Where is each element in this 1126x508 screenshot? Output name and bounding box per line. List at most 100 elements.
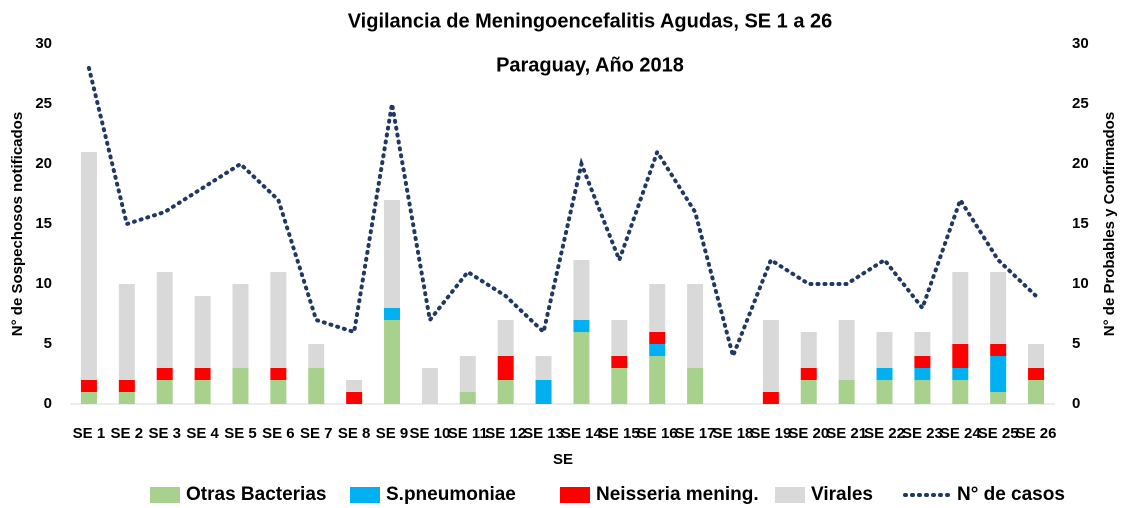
bar-segment: [649, 332, 666, 344]
legend-label: Neisseria mening.: [596, 484, 759, 505]
legend-swatch: [775, 487, 805, 503]
x-tick-label: SE 12: [485, 425, 526, 442]
y-axis-label: N° de Sospechosos notificados: [9, 112, 26, 336]
y2-tick-label: 20: [1072, 155, 1089, 172]
y2-tick-label: 0: [1072, 395, 1080, 412]
bar-segment: [118, 392, 135, 404]
legend-swatch: [350, 487, 380, 503]
bar-segment: [497, 356, 514, 380]
bar-segment: [914, 380, 931, 404]
bar-segment: [990, 392, 1007, 404]
bar-segment: [990, 272, 1007, 344]
y-tick-label: 5: [44, 335, 52, 352]
bar-segment: [876, 332, 893, 368]
bar-segment: [611, 368, 628, 404]
bar-segment: [346, 392, 363, 404]
bar-segment: [838, 380, 855, 404]
bar-segment: [194, 380, 211, 404]
bar-segment: [497, 320, 514, 356]
bar-segment: [838, 320, 855, 380]
x-tick-label: SE 4: [186, 425, 219, 442]
bar-segment: [800, 368, 817, 380]
x-tick-label: SE 11: [448, 425, 488, 442]
line-series: [86, 66, 1039, 363]
legend-label: N° de casos: [957, 484, 1065, 505]
y2-tick-label: 15: [1072, 215, 1089, 232]
x-tick-label: SE 16: [637, 425, 678, 442]
bar-segment: [1028, 368, 1045, 380]
bar-segment: [459, 356, 476, 392]
y-tick-label: 25: [35, 95, 52, 112]
x-tick-label: SE 2: [111, 425, 144, 442]
bar-segment: [384, 320, 401, 404]
bar-segment: [194, 368, 211, 380]
bar-segment: [914, 368, 931, 380]
x-tick-label: SE 15: [599, 425, 640, 442]
y-tick-label: 15: [35, 215, 52, 232]
bar-segment: [346, 380, 363, 392]
bar-segment: [952, 368, 969, 380]
bar-segment: [952, 272, 969, 344]
y-tick-label: 30: [35, 35, 52, 52]
bar-segment: [156, 368, 173, 380]
x-tick-label: SE 18: [713, 425, 754, 442]
y2-tick-label: 30: [1072, 35, 1089, 52]
x-tick-label: SE 23: [902, 425, 943, 442]
bar-segment: [232, 368, 249, 404]
bar-segment: [156, 380, 173, 404]
bar-segment: [573, 320, 590, 332]
x-tick-label: SE 7: [300, 425, 333, 442]
chart-subtitle: Paraguay, Año 2018: [496, 54, 684, 76]
bar-segment: [194, 296, 211, 368]
bar-segment: [384, 308, 401, 320]
bar-segment: [118, 380, 135, 392]
bar-segment: [649, 284, 666, 332]
y-tick-label: 0: [44, 395, 52, 412]
legend-swatch: [560, 487, 590, 503]
bar-segment: [573, 332, 590, 404]
x-axis-label: SE: [553, 451, 573, 468]
bar-segment: [762, 392, 779, 404]
x-tick-label: SE 19: [750, 425, 791, 442]
bar-segment: [876, 380, 893, 404]
bar-segment: [497, 380, 514, 404]
bar-segment: [687, 284, 704, 368]
bar-segment: [573, 260, 590, 320]
x-tick-label: SE 14: [561, 425, 603, 442]
legend-label: Otras Bacterias: [186, 484, 326, 505]
bar-segment: [80, 380, 97, 392]
bar-segment: [687, 368, 704, 404]
chart-title: Vigilancia de Meningoencefalitis Agudas,…: [348, 10, 833, 32]
x-tick-label: SE 3: [148, 425, 181, 442]
bar-segment: [611, 356, 628, 368]
bar-segment: [611, 320, 628, 356]
bar-segment: [914, 356, 931, 368]
x-tick-label: SE 24: [940, 425, 982, 442]
x-tick-label: SE 1: [73, 425, 106, 442]
bar-segment: [270, 368, 287, 380]
x-tick-label: SE 6: [262, 425, 295, 442]
x-tick-label: SE 8: [338, 425, 371, 442]
y2-tick-label: 5: [1072, 335, 1080, 352]
x-tick-label: SE 21: [826, 425, 867, 442]
x-tick-label: SE 26: [1016, 425, 1057, 442]
x-tick-label: SE 17: [675, 425, 716, 442]
bar-segment: [535, 380, 552, 404]
bar-segment: [308, 368, 325, 404]
bar-segment: [1028, 380, 1045, 404]
y2-tick-label: 10: [1072, 275, 1089, 292]
y-tick-label: 10: [35, 275, 52, 292]
bar-segment: [232, 284, 249, 368]
bar-segment: [762, 320, 779, 392]
y2-tick-label: 25: [1072, 95, 1089, 112]
bar-segment: [649, 344, 666, 356]
bar-segment: [876, 368, 893, 380]
x-tick-label: SE 5: [224, 425, 257, 442]
bar-segment: [118, 284, 135, 380]
bar-segment: [421, 368, 438, 404]
bar-segment: [459, 392, 476, 404]
bar-segment: [80, 152, 97, 380]
x-tick-label: SE 9: [376, 425, 409, 442]
bar-segment: [800, 380, 817, 404]
